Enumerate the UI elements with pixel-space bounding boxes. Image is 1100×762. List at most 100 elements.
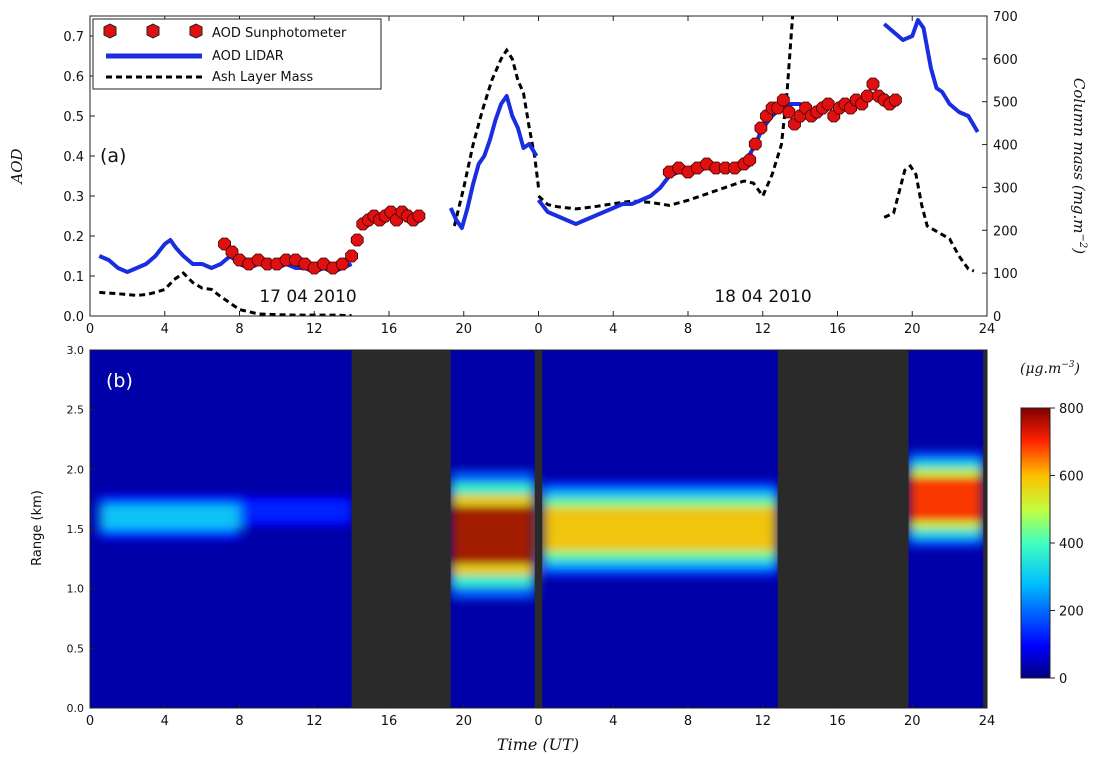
heatmap-layers (99, 450, 984, 600)
panel-a-y2-axis: 0 100 200 300 400 500 600 700 (982, 10, 1018, 325)
panel-a-label: (a) (100, 145, 126, 167)
b-x-tick-label: 0 (86, 714, 94, 729)
date-label-17: 17 04 2010 (259, 287, 356, 307)
b-x-tick-label: 12 (754, 714, 771, 729)
aod-sunphotometer-point (782, 105, 796, 119)
heatmap-no-data (351, 350, 987, 708)
b-y-tick-label: 0.0 (67, 702, 85, 715)
aod-sunphotometer-point (412, 209, 426, 223)
a-x-tick-label: 16 (381, 322, 398, 337)
panel-a-x-axis: 0 4 8 12 16 20 0 4 8 12 16 20 24 (86, 16, 995, 337)
b-x-tick-label: 16 (381, 714, 398, 729)
panel-b-x-label: Time (UT) (497, 735, 579, 754)
a-y-tick-label: 0.7 (63, 30, 84, 45)
a-x-tick-label: 12 (306, 322, 323, 337)
b-x-tick-label: 4 (609, 714, 617, 729)
a-x-tick-label: 24 (979, 322, 996, 337)
panel-b-label: (b) (106, 370, 133, 392)
aod-sunphotometer-point (748, 137, 762, 151)
a-x-tick-label: 20 (455, 322, 472, 337)
a-x-tick-label: 4 (161, 322, 169, 337)
a-y-tick-label: 0.4 (63, 150, 84, 165)
colorbar-tick-label: 400 (1059, 537, 1084, 552)
a-y-tick-label: 0.5 (63, 110, 84, 125)
a-x-tick-label: 0 (534, 322, 542, 337)
aod-sunphotometer-point (821, 97, 835, 111)
a-y-tick-label: 0.0 (63, 310, 84, 325)
aod-sunphotometer-point (743, 153, 757, 167)
a-y2-tick-label: 100 (993, 267, 1018, 282)
a-x-tick-label: 0 (86, 322, 94, 337)
ash-layer-mass-line (537, 16, 795, 211)
colorbar-tick-label: 800 (1059, 402, 1084, 417)
a-y-tick-label: 0.1 (63, 270, 84, 285)
panel-a-y2-label: Column mass (mg.m−2) (1070, 78, 1088, 254)
legend-marker-icon (103, 23, 117, 39)
b-x-tick-label: 8 (235, 714, 243, 729)
aod-sunphotometer-point (225, 245, 239, 259)
a-y-tick-label: 0.2 (63, 230, 84, 245)
a-y2-tick-label: 700 (993, 10, 1018, 25)
a-y-tick-label: 0.6 (63, 70, 84, 85)
aod-sunphotometer-point (776, 93, 790, 107)
b-x-tick-label: 12 (306, 714, 323, 729)
b-y-tick-label: 1.0 (67, 583, 85, 596)
legend-label-ash: Ash Layer Mass (212, 70, 313, 85)
panel-b: 0 4 8 12 16 20 0 4 8 12 16 20 24 0.00.51.01.52.02.53… (30, 344, 1084, 754)
aod-sunphotometer-point (350, 233, 364, 247)
b-x-tick-label: 24 (979, 714, 996, 729)
b-y-tick-label: 1.5 (67, 523, 85, 536)
ash-layer-band (908, 477, 984, 521)
b-x-tick-label: 0 (534, 714, 542, 729)
legend-marker-icon (146, 23, 160, 39)
legend-label-lidar: AOD LIDAR (212, 49, 284, 64)
legend-marker-icon (189, 23, 203, 39)
date-label-18: 18 04 2010 (714, 287, 811, 307)
colorbar-tick-label: 200 (1059, 605, 1084, 620)
aod-lidar-line (448, 94, 539, 230)
panel-a: 0 4 8 12 16 20 0 4 8 12 16 20 24 0.00.10.20.30.40.50… (8, 10, 1088, 337)
b-y-tick-label: 2.0 (67, 463, 85, 476)
a-y2-tick-label: 500 (993, 96, 1018, 111)
no-data-region (777, 350, 909, 708)
aod-sunphotometer-point (889, 93, 902, 107)
b-x-tick-label: 20 (904, 714, 921, 729)
no-data-region (983, 350, 987, 708)
b-y-tick-label: 2.5 (67, 404, 85, 417)
legend: AOD Sunphotometer AOD LIDAR Ash Layer Ma… (92, 18, 382, 90)
b-x-tick-label: 4 (161, 714, 169, 729)
b-x-tick-label: 16 (829, 714, 846, 729)
a-x-tick-label: 8 (684, 322, 692, 337)
no-data-region (534, 350, 543, 708)
b-x-tick-label: 20 (455, 714, 472, 729)
ash-layer-band (542, 507, 778, 551)
ash-layer-mass-line (452, 47, 540, 227)
a-y-tick-label: 0.3 (63, 190, 84, 205)
a-x-tick-label: 8 (235, 322, 243, 337)
panel-a-series (98, 16, 980, 316)
a-x-tick-label: 16 (829, 322, 846, 337)
heatmap (90, 350, 987, 708)
ash-layer-band (239, 502, 352, 521)
panel-a-y-axis: 0.0 0.1 0.2 0.3 0.4 0.5 0.6 0.7 (63, 30, 95, 325)
colorbar-tick-label: 0 (1059, 672, 1067, 687)
panel-b-x-axis: 0 4 8 12 16 20 0 4 8 12 16 20 24 (86, 703, 995, 729)
ash-layer-mass-line (99, 271, 352, 316)
colorbar-tick-label: 600 (1059, 470, 1084, 485)
a-x-tick-label: 20 (904, 322, 921, 337)
a-y2-tick-label: 400 (993, 139, 1018, 154)
b-y-tick-label: 0.5 (67, 642, 85, 655)
ash-layer-mass-line (883, 163, 975, 273)
no-data-region (351, 350, 451, 708)
a-x-tick-label: 4 (609, 322, 617, 337)
a-y2-tick-label: 200 (993, 224, 1018, 239)
aod-sunphotometer-point (861, 89, 874, 103)
legend-entry-ash: Ash Layer Mass (106, 70, 313, 85)
ash-layer-band (99, 506, 240, 528)
a-x-tick-label: 12 (754, 322, 771, 337)
colorbar-ticks: 0 200 400 600 800 (1050, 402, 1084, 687)
panel-b-y-axis: 0.0 0.5 1.0 1.5 2.0 2.5 3.0 (67, 344, 95, 715)
b-x-tick-label: 8 (684, 714, 692, 729)
colorbar-ramp (1020, 407, 1051, 679)
legend-label-sunphotometer: AOD Sunphotometer (212, 26, 347, 41)
